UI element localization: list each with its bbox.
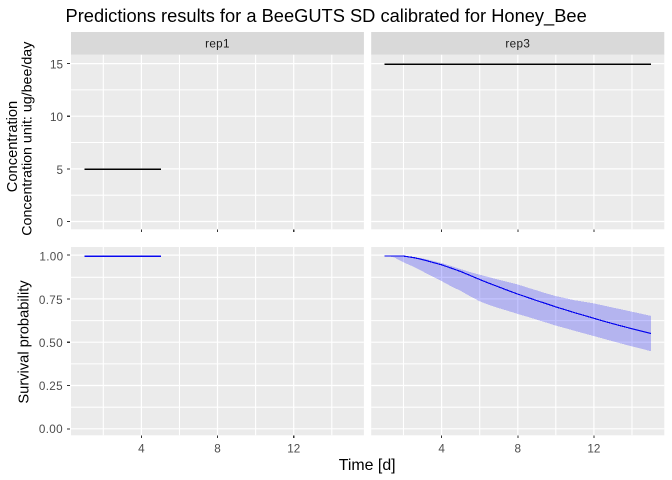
svg-text:0.00: 0.00 (39, 423, 63, 436)
svg-text:0.25: 0.25 (39, 380, 63, 393)
svg-text:Concentration: Concentration (5, 101, 21, 192)
svg-text:12: 12 (587, 443, 600, 456)
svg-text:8: 8 (214, 443, 221, 456)
svg-text:5: 5 (56, 164, 63, 177)
svg-text:Time [d]: Time [d] (339, 457, 396, 474)
svg-text:15: 15 (50, 59, 64, 72)
svg-text:12: 12 (287, 443, 300, 456)
svg-text:10: 10 (50, 111, 64, 124)
svg-text:Survival probability: Survival probability (17, 280, 33, 404)
svg-text:Concentration unit: ug/bee/day: Concentration unit: ug/bee/day (20, 41, 36, 236)
svg-text:rep1: rep1 (205, 37, 230, 50)
svg-text:8: 8 (515, 443, 522, 456)
svg-text:0.50: 0.50 (39, 337, 63, 350)
svg-text:rep3: rep3 (505, 37, 530, 50)
svg-text:1.00: 1.00 (39, 250, 63, 263)
svg-text:4: 4 (138, 443, 145, 456)
svg-text:Predictions results for a BeeG: Predictions results for a BeeGUTS SD cal… (66, 5, 587, 27)
svg-text:4: 4 (438, 443, 445, 456)
svg-text:0.75: 0.75 (39, 294, 63, 307)
svg-text:0: 0 (56, 216, 63, 229)
